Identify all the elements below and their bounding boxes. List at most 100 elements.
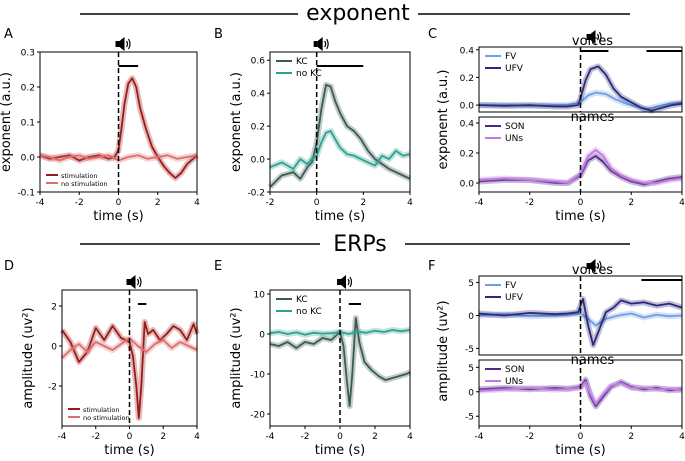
x-tick-label-F-1-3: 2 xyxy=(628,432,634,442)
speaker-icon-F xyxy=(586,263,591,269)
y-tick-label-C-1-0: 0.0 xyxy=(460,180,475,190)
y-tick-label-C-0-1: 0.2 xyxy=(460,74,474,84)
x-tick-label-F-1-0: -4 xyxy=(475,432,484,442)
x-axis-label-F-1: time (s) xyxy=(555,443,605,458)
x-tick-label-A-4: 4 xyxy=(194,198,200,208)
subplot-title-F-1: names xyxy=(571,353,615,368)
x-tick-label-E-3: 2 xyxy=(372,432,378,442)
legend-label-F-0-0: FV xyxy=(505,281,517,291)
series-line-A-0 xyxy=(39,77,198,179)
x-tick-label-D-3: 2 xyxy=(160,432,166,442)
x-tick-label-A-3: 2 xyxy=(155,198,161,208)
y-axis-label-F: amplitude (uv²) xyxy=(436,300,451,401)
speaker-wave2-E xyxy=(349,276,353,288)
speaker-cone-E xyxy=(341,275,346,289)
panel-letter-F: F xyxy=(428,259,435,274)
y-axis-label-E: amplitude (uv²) xyxy=(229,307,244,408)
x-tick-label-F-1-2: 0 xyxy=(578,432,584,442)
y-tick-label-C-1-1: 0.2 xyxy=(460,150,474,160)
x-axis-label-C-1: time (s) xyxy=(555,209,605,224)
legend-label-F-1-0: SON xyxy=(505,365,525,375)
panel-letter-D: D xyxy=(4,259,14,274)
y-tick-label-A-0: -0.1 xyxy=(17,189,35,199)
speaker-icon-B xyxy=(313,41,318,47)
series-band-B-1 xyxy=(268,128,411,172)
panel-letter-E: E xyxy=(214,259,222,274)
speaker-wave1-A xyxy=(125,40,129,48)
y-tick-label-A-3: 0.2 xyxy=(21,84,35,94)
x-tick-label-E-2: 0 xyxy=(337,432,343,442)
speaker-wave2-F xyxy=(598,260,602,272)
x-tick-label-D-1: -2 xyxy=(91,432,100,442)
legend-label-A-0: stimulation xyxy=(61,172,97,180)
x-tick-label-A-2: 0 xyxy=(116,198,122,208)
legend-label-A-1: no stimulation xyxy=(61,180,108,188)
panel-letter-B: B xyxy=(214,27,223,42)
y-tick-label-C-0-2: 0.4 xyxy=(460,46,475,56)
series-line-F-0-0 xyxy=(478,312,683,327)
y-tick-label-A-4: 0.3 xyxy=(21,49,35,59)
speaker-cone-F xyxy=(590,259,596,273)
legend-label-C-0-0: FV xyxy=(505,52,517,62)
x-tick-label-C-1-2: 0 xyxy=(578,198,584,208)
series-line-D-0 xyxy=(61,321,198,419)
legend-label-E-0: KC xyxy=(296,295,308,305)
series-line-B-1 xyxy=(269,130,411,170)
panel-letter-C: C xyxy=(428,27,437,42)
y-tick-label-B-4: 0.6 xyxy=(251,57,266,67)
speaker-wave2-A xyxy=(127,38,131,50)
x-axis-label-D: time (s) xyxy=(104,443,154,458)
speaker-cone-B xyxy=(317,37,323,51)
section-title-erps: ERPs xyxy=(333,232,387,257)
speaker-cone-C xyxy=(590,30,596,44)
y-tick-label-E-3: 10 xyxy=(254,291,266,301)
x-tick-label-B-1: 0 xyxy=(314,198,320,208)
y-tick-label-E-2: 0 xyxy=(259,331,265,341)
x-tick-label-C-1-0: -4 xyxy=(475,198,484,208)
speaker-wave1-E xyxy=(347,278,350,286)
x-tick-label-A-1: -2 xyxy=(75,198,84,208)
x-tick-label-F-1-4: 4 xyxy=(679,432,685,442)
speaker-cone-A xyxy=(119,37,125,51)
x-tick-label-C-1-3: 2 xyxy=(628,198,634,208)
legend-label-B-1: no KC xyxy=(296,69,322,79)
speaker-wave2-B xyxy=(326,38,329,50)
x-tick-label-A-0: -4 xyxy=(36,198,45,208)
legend-label-F-0-1: UFV xyxy=(505,293,524,303)
series-line-C-1-1 xyxy=(478,149,683,184)
x-tick-label-D-2: 0 xyxy=(127,432,133,442)
y-tick-label-D-0: -2 xyxy=(48,383,57,393)
y-tick-label-F-1-0: -5 xyxy=(465,413,474,423)
x-axis-label-A: time (s) xyxy=(93,209,143,224)
legend-label-E-1: no KC xyxy=(296,307,322,317)
x-axis-label-B: time (s) xyxy=(315,209,365,224)
legend-label-F-1-1: UNs xyxy=(505,377,523,387)
x-tick-label-C-1-1: -2 xyxy=(525,198,534,208)
y-axis-label-C: exponent (a.u.) xyxy=(436,70,451,170)
y-tick-label-E-0: -20 xyxy=(250,411,265,421)
speaker-icon-C xyxy=(586,34,591,40)
y-axis-label-B: exponent (a.u.) xyxy=(229,72,244,172)
x-tick-label-D-4: 4 xyxy=(194,432,200,442)
y-tick-label-D-1: 0 xyxy=(51,343,57,353)
axes-frame-B xyxy=(269,51,411,193)
y-tick-label-C-0-0: 0.0 xyxy=(460,102,475,112)
y-tick-label-B-0: -0.2 xyxy=(247,189,265,199)
y-axis-label-D: amplitude (uv²) xyxy=(21,307,36,408)
series-line-B-0 xyxy=(269,84,411,188)
legend-label-B-0: KC xyxy=(296,57,308,67)
speaker-wave1-D xyxy=(136,278,140,286)
legend-label-C-0-1: UFV xyxy=(505,64,524,74)
y-tick-label-F-1-1: 0 xyxy=(468,388,474,398)
legend-label-C-1-1: UNs xyxy=(505,134,523,144)
y-tick-label-F-0-2: 5 xyxy=(468,279,474,289)
speaker-wave1-F xyxy=(596,262,600,270)
y-axis-label-A: exponent (a.u.) xyxy=(0,72,14,172)
y-tick-label-F-0-1: 0 xyxy=(468,312,474,322)
speaker-wave1-B xyxy=(324,40,327,48)
legend-label-C-1-0: SON xyxy=(505,122,525,132)
speaker-wave2-C xyxy=(598,31,602,43)
x-tick-label-B-2: 2 xyxy=(360,198,366,208)
y-tick-label-B-3: 0.4 xyxy=(251,90,266,100)
